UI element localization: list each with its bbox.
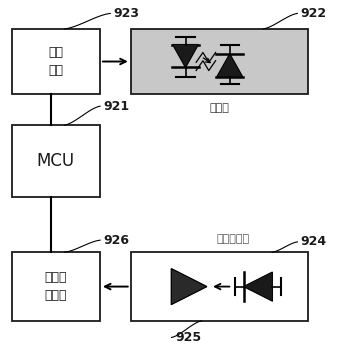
Text: 激光器: 激光器 xyxy=(209,103,229,113)
Bar xyxy=(131,252,308,321)
Text: 922: 922 xyxy=(301,7,327,20)
Polygon shape xyxy=(244,272,272,301)
Text: 923: 923 xyxy=(114,7,140,20)
Polygon shape xyxy=(217,54,243,77)
Text: 限幅放
大电路: 限幅放 大电路 xyxy=(45,271,67,302)
Text: 925: 925 xyxy=(175,331,201,344)
Text: 926: 926 xyxy=(104,234,129,247)
Text: 924: 924 xyxy=(301,235,327,248)
Polygon shape xyxy=(172,269,207,304)
Bar xyxy=(131,29,308,94)
Bar xyxy=(12,125,100,197)
Polygon shape xyxy=(173,45,198,67)
Text: MCU: MCU xyxy=(37,152,75,170)
Text: 光接收组件: 光接收组件 xyxy=(216,234,249,244)
Text: 921: 921 xyxy=(104,100,130,113)
Text: 驱动
电路: 驱动 电路 xyxy=(48,46,63,77)
Bar xyxy=(12,252,100,321)
Bar xyxy=(12,29,100,94)
